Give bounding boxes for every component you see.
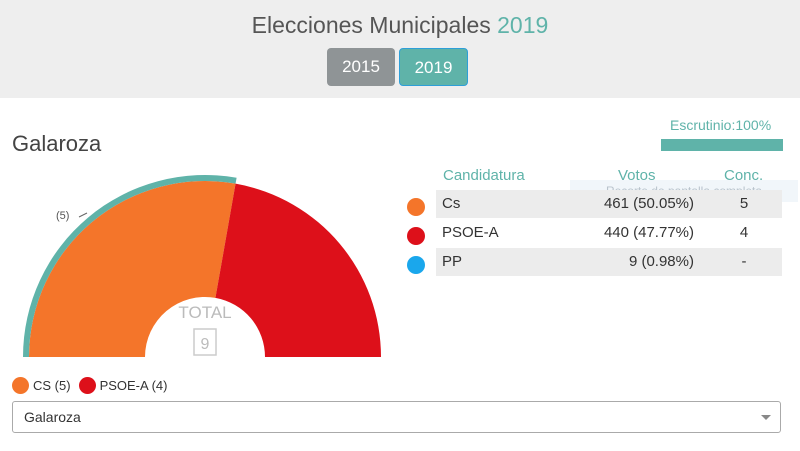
party-seats: -: [741, 253, 747, 270]
municipality-select[interactable]: Galaroza: [12, 401, 781, 433]
majority-marker-label: (5): [56, 210, 69, 222]
town-title: Galaroza: [12, 131, 102, 156]
chart-center-label: TOTAL: [178, 303, 231, 322]
municipality-select-value: Galaroza: [24, 409, 81, 425]
column-header-concejales: Conc.: [724, 167, 764, 184]
year-2015-button[interactable]: 2015: [327, 48, 395, 86]
table-row: PSOE-A 440 (47.77%) 4: [436, 219, 782, 247]
party-color-dot-cs: [407, 198, 425, 216]
chart-slice-cs[interactable]: [29, 181, 236, 357]
scrutiny-progress-bar: [661, 139, 783, 151]
party-color-dot-psoe: [407, 227, 425, 245]
chart-slice-psoe-a[interactable]: [215, 183, 381, 357]
party-name: PSOE-A: [442, 224, 499, 241]
table-row: Cs 461 (50.05%) 5: [436, 190, 782, 218]
seats-half-donut-chart: (5) TOTAL 9: [23, 175, 381, 357]
legend-label-psoe: PSOE-A (4): [99, 378, 168, 393]
header-bar: Elecciones Municipales 2019 2015 2019: [0, 0, 800, 98]
legend-swatch-psoe: [78, 377, 96, 394]
legend-swatch-cs: [12, 377, 29, 394]
chart-center-value: 9: [201, 336, 210, 353]
party-name: Cs: [442, 195, 461, 212]
party-votes: 440 (47.77%): [603, 224, 694, 241]
party-votes: 461 (50.05%): [603, 195, 694, 212]
party-seats: 5: [739, 195, 749, 212]
page-title: Elecciones Municipales 2019: [0, 12, 800, 39]
column-header-votos: Votos: [618, 167, 656, 184]
scrutiny-progress-fill: [661, 139, 783, 151]
party-seats: 4: [739, 224, 749, 241]
legend-item-cs[interactable]: CS (5): [12, 377, 71, 394]
legend-label-cs: CS (5): [33, 378, 71, 393]
party-name: PP: [442, 253, 463, 270]
page-title-year: 2019: [497, 12, 549, 38]
column-header-candidatura: Candidatura: [443, 167, 525, 184]
legend-item-psoe[interactable]: PSOE-A (4): [78, 377, 168, 394]
table-row: PP 9 (0.98%) -: [436, 248, 782, 276]
party-votes: 9 (0.98%): [628, 253, 694, 270]
chevron-down-icon: [761, 415, 771, 420]
page-title-text: Elecciones Municipales: [251, 12, 491, 38]
chart-legend: CS (5) PSOE-A (4): [12, 377, 167, 394]
party-color-dot-pp: [407, 256, 425, 274]
majority-marker-line: [78, 212, 88, 218]
year-2019-button[interactable]: 2019: [399, 48, 468, 86]
chart-center-box: [193, 328, 217, 356]
scrutiny-label: Escrutinio:100%: [670, 117, 772, 133]
